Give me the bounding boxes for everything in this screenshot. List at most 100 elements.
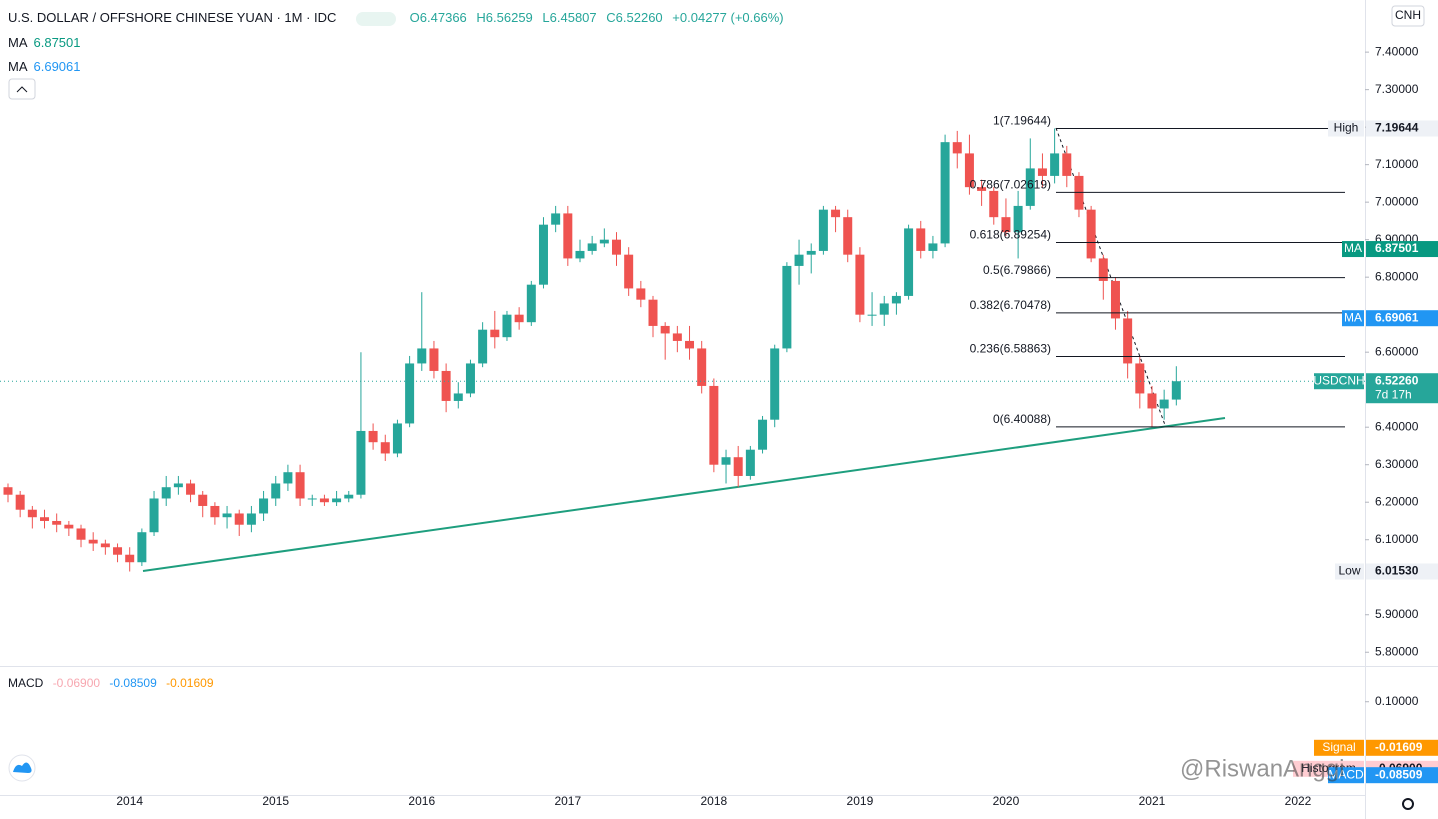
y-tick-label: 6.40000 bbox=[1375, 419, 1419, 433]
candle-body bbox=[624, 254, 634, 289]
candle-body bbox=[612, 239, 621, 255]
candle-body bbox=[733, 457, 743, 476]
candle-body bbox=[15, 494, 25, 510]
candle-body bbox=[40, 517, 50, 521]
fib-label: 0(6.40088) bbox=[993, 412, 1051, 426]
candle-body bbox=[831, 209, 841, 218]
candle-body bbox=[770, 348, 780, 420]
candle-body bbox=[1098, 258, 1108, 281]
macd-title: MACD bbox=[8, 676, 44, 690]
candle-body bbox=[222, 513, 232, 518]
candle-body bbox=[1159, 399, 1169, 409]
candle-body bbox=[27, 509, 37, 518]
badge-note: 7d 17h bbox=[1375, 387, 1412, 401]
x-tick-label: 2019 bbox=[847, 794, 874, 808]
ohlc-low: L6.45807 bbox=[542, 10, 597, 25]
candle-body bbox=[1147, 393, 1157, 409]
ohlc-high: H6.56259 bbox=[476, 10, 533, 25]
chevron-icon bbox=[16, 86, 28, 93]
candle-body bbox=[186, 483, 196, 495]
y-tick-label: 7.00000 bbox=[1375, 194, 1419, 208]
ohlc-change: +0.04277 (+0.66%) bbox=[672, 10, 784, 25]
badge-value: -0.08509 bbox=[1375, 767, 1423, 781]
candle-body bbox=[843, 217, 853, 255]
candle-body bbox=[149, 498, 159, 533]
badge-value-bg bbox=[1366, 373, 1438, 404]
candle-body bbox=[125, 554, 135, 563]
candle-body bbox=[697, 348, 707, 386]
candle-body bbox=[344, 494, 354, 499]
x-tick-label: 2022 bbox=[1285, 794, 1312, 808]
badge-value: 7.19644 bbox=[1375, 121, 1419, 135]
candle-body bbox=[1013, 205, 1023, 233]
macd-signal-value: -0.01609 bbox=[166, 676, 214, 690]
ma-row: MA 6.87501 bbox=[8, 35, 87, 50]
candle-body bbox=[551, 213, 561, 225]
candle-body bbox=[940, 142, 950, 244]
candle-body bbox=[685, 340, 695, 349]
x-tick-label: 2021 bbox=[1139, 794, 1166, 808]
y-tick-label: 7.40000 bbox=[1375, 44, 1419, 58]
candle-body bbox=[1123, 318, 1133, 364]
badge-value-bg bbox=[1366, 310, 1438, 327]
candle-body bbox=[1062, 153, 1072, 176]
candle-body bbox=[928, 243, 938, 251]
candle-body bbox=[1050, 153, 1060, 176]
badge-value: -0.01609 bbox=[1375, 740, 1423, 754]
candle-body bbox=[319, 498, 329, 503]
x-tick-label: 2016 bbox=[408, 794, 435, 808]
candle-body bbox=[952, 142, 962, 154]
badge-name: MA bbox=[1344, 241, 1362, 255]
badge-name-bg bbox=[1335, 563, 1364, 580]
candle-body bbox=[271, 483, 281, 499]
candle-body bbox=[782, 265, 792, 349]
macd-histogram-value: -0.06900 bbox=[52, 676, 101, 690]
macd-line-value: -0.08509 bbox=[109, 676, 157, 690]
x-tick-label: 2015 bbox=[262, 794, 289, 808]
candle-body bbox=[648, 299, 658, 326]
candle-body bbox=[855, 254, 865, 315]
candle-body bbox=[502, 314, 512, 338]
candle-body bbox=[575, 250, 585, 259]
collapse-button[interactable] bbox=[8, 78, 36, 100]
badge-name: High bbox=[1334, 121, 1359, 135]
ma-value: 6.69061 bbox=[33, 59, 81, 74]
candle-body bbox=[806, 250, 816, 255]
badge-name: Signal bbox=[1322, 740, 1355, 754]
candle-body bbox=[380, 442, 390, 454]
status-pill[interactable] bbox=[356, 11, 397, 26]
candle-body bbox=[891, 295, 901, 304]
badge-name: USDCNH bbox=[1313, 373, 1364, 387]
badge-name: MACD bbox=[1328, 767, 1364, 781]
candle-body bbox=[113, 547, 123, 555]
fib-label: 0.786(7.02619) bbox=[970, 178, 1051, 192]
settings-icon[interactable] bbox=[1402, 798, 1414, 810]
y-tick-label: 5.90000 bbox=[1375, 607, 1419, 621]
badge-value-bg bbox=[1366, 241, 1438, 258]
candle-body bbox=[879, 303, 889, 315]
fib-label: 0.382(6.70478) bbox=[970, 298, 1051, 312]
logo-icon bbox=[13, 762, 32, 773]
header-row: U.S. DOLLAR / OFFSHORE CHINESE YUAN · 1M… bbox=[8, 10, 790, 26]
candles bbox=[3, 128, 1181, 572]
candle-body bbox=[964, 153, 974, 188]
candle-body bbox=[1001, 217, 1011, 233]
fib-label: 0.236(6.58863) bbox=[970, 342, 1051, 356]
candle-body bbox=[1086, 209, 1096, 259]
candle-body bbox=[721, 457, 731, 465]
candle-body bbox=[514, 314, 524, 323]
candle-body bbox=[916, 228, 926, 251]
currency-label: CNH bbox=[1395, 8, 1421, 22]
candle-body bbox=[867, 314, 877, 316]
candle-body bbox=[295, 472, 305, 499]
currency-button[interactable] bbox=[1391, 5, 1425, 27]
candle-body bbox=[234, 513, 244, 525]
candle-body bbox=[636, 288, 646, 300]
candle-body bbox=[100, 543, 110, 548]
ma-row: MA 6.69061 bbox=[8, 59, 87, 74]
candle-body bbox=[405, 363, 415, 424]
candle-body bbox=[259, 498, 269, 514]
candle-body bbox=[392, 423, 402, 454]
candle-body bbox=[563, 213, 573, 259]
